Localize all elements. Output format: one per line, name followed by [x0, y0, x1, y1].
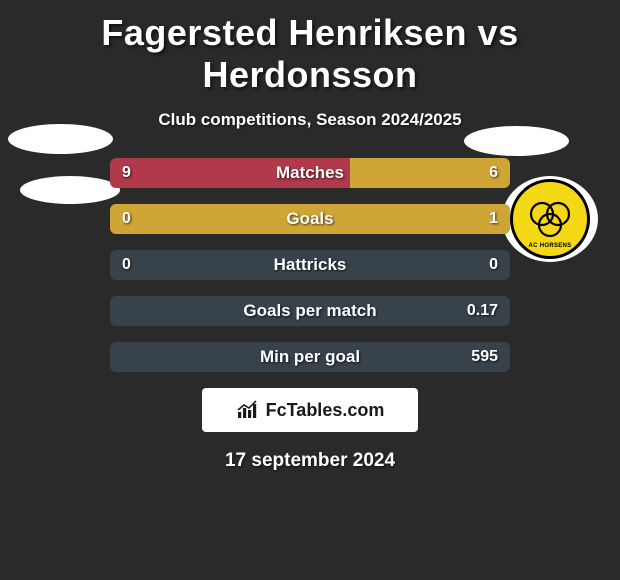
fctables-watermark: FcTables.com [202, 388, 418, 432]
stat-bar-right-value: 1 [489, 204, 498, 234]
stats-bars-container: Matches96Goals01Hattricks00Goals per mat… [0, 158, 620, 372]
stat-bar-row: Hattricks0 0 [110, 250, 510, 280]
stat-bar-row: Matches9 6 [110, 158, 510, 188]
comparison-date: 17 september 2024 [0, 450, 620, 472]
stat-bar-row: Min per goal595 [110, 342, 510, 372]
stat-bar-left-value: 0 [122, 204, 131, 234]
stat-bar-right-value: 595 [471, 342, 498, 372]
comparison-title: Fagersted Henriksen vs Herdonsson [0, 0, 620, 96]
player2-avatar-placeholder [464, 126, 569, 156]
fctables-chart-icon [236, 400, 260, 420]
stat-bar-row: Goals per match0.17 [110, 296, 510, 326]
stat-bar-row: Goals0 1 [110, 204, 510, 234]
stat-bar-label: Min per goal [110, 342, 510, 372]
stat-bar-label: Hattricks [110, 250, 510, 280]
stat-bar-right-value: 6 [489, 158, 498, 188]
stat-bar-left-value: 9 [122, 158, 131, 188]
stat-bar-right-value: 0.17 [467, 296, 498, 326]
stat-bar-label: Matches [110, 158, 510, 188]
player1-avatar-placeholder-1 [8, 124, 113, 154]
stat-bar-label: Goals [110, 204, 510, 234]
fctables-label: FcTables.com [266, 400, 385, 421]
stat-bar-left-value: 0 [122, 250, 131, 280]
stat-bar-right-value: 0 [489, 250, 498, 280]
stat-bar-label: Goals per match [110, 296, 510, 326]
